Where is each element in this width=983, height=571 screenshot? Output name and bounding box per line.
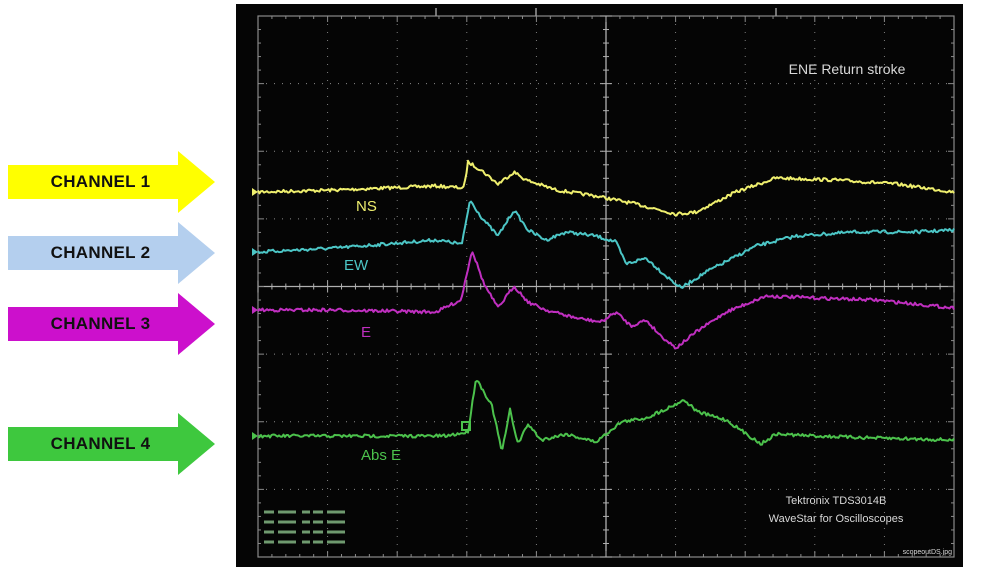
- file-tag: scopeoutDS.jpg: [903, 549, 953, 556]
- scope-traces: [252, 159, 955, 450]
- series-line-ew: [257, 200, 955, 289]
- arrow-shape: [8, 222, 215, 284]
- label-ch4: CHANNEL 4: [50, 434, 151, 453]
- arrow-shape: [8, 293, 215, 355]
- series-label-abs-e: Abs E: [361, 447, 401, 464]
- brand-line-1: Tektronix TDS3014B: [786, 495, 887, 507]
- label-ch2: CHANNEL 2: [50, 243, 151, 262]
- channel-labels: CHANNEL 1 CHANNEL 2 CHANNEL 3 CHANNEL 4: [0, 0, 240, 571]
- scope-title: ENE Return stroke: [789, 61, 906, 77]
- channel-marker: [252, 306, 258, 314]
- arrow-ch3: CHANNEL 3: [8, 293, 218, 355]
- series-label-e: E: [361, 324, 371, 341]
- measurement-readout: [264, 510, 346, 544]
- series-line-ns: [257, 159, 955, 217]
- label-ch1: CHANNEL 1: [50, 172, 151, 191]
- arrow-ch2: CHANNEL 2: [8, 222, 218, 284]
- scope-chart: NS EW E Abs E ENE Return stroke Tektronix T…: [236, 4, 963, 567]
- label-ch3: CHANNEL 3: [50, 314, 151, 333]
- channel-marker: [252, 188, 258, 196]
- arrow-ch4: CHANNEL 4: [8, 413, 218, 475]
- arrow-ch1: CHANNEL 1: [8, 151, 218, 213]
- channel-marker: [252, 248, 258, 256]
- oscilloscope-screen: NS EW E Abs E ENE Return stroke Tektronix T…: [236, 4, 963, 567]
- arrow-shape: [8, 413, 215, 475]
- scope-background: [236, 4, 963, 567]
- channel-marker: [252, 432, 258, 440]
- series-label-ew: EW: [344, 257, 369, 274]
- brand-line-2: WaveStar for Oscilloscopes: [769, 513, 904, 525]
- arrow-shape: [8, 151, 215, 213]
- trace-labels: NS EW E Abs E: [344, 198, 401, 464]
- series-label-ns: NS: [356, 198, 377, 215]
- series-line-abs-e: [257, 380, 955, 450]
- trigger-marker: [461, 421, 471, 431]
- scope-grid: [257, 8, 955, 558]
- series-line-e: [257, 251, 955, 350]
